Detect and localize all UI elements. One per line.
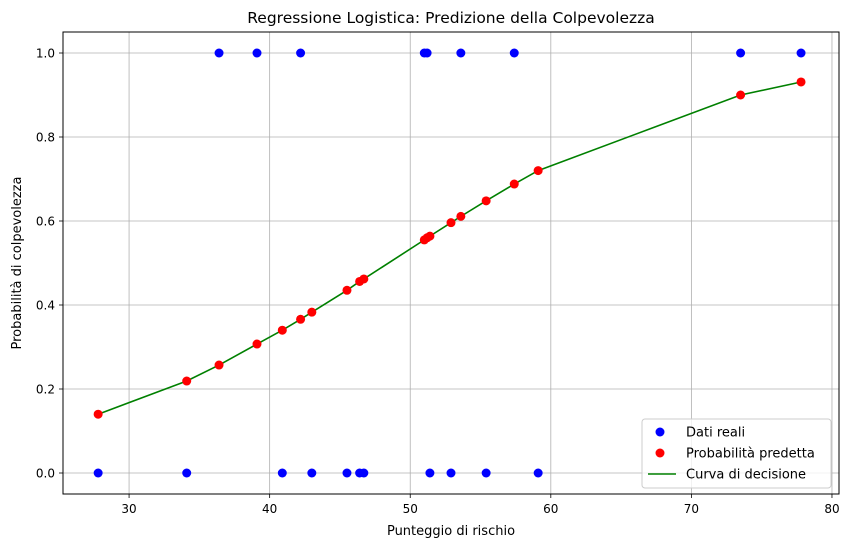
probabilita-predetta-point	[481, 196, 491, 206]
probabilita-predetta-point	[93, 409, 103, 419]
y-tick-label: 0.2	[36, 383, 55, 397]
series-layer	[93, 48, 806, 478]
probabilita-predetta-point	[533, 166, 543, 176]
x-axis: 30 40 50 60 70 80	[121, 494, 840, 516]
y-tick-label: 0.0	[36, 467, 55, 481]
plot-frame	[62, 31, 840, 495]
probabilita-predetta-point	[425, 231, 435, 241]
y-tick-label: 0.6	[36, 215, 55, 229]
x-tick-label: 60	[543, 502, 558, 516]
dati-reali-point	[509, 48, 519, 58]
dati-reali-point	[425, 468, 435, 478]
probabilita-predetta-point	[446, 218, 456, 228]
dati-reali-point	[182, 468, 192, 478]
probabilita-predetta-point	[359, 274, 369, 284]
y-axis-label: Probabilità di colpevolezza	[10, 177, 25, 350]
x-axis-label: Punteggio di rischio	[387, 524, 515, 539]
probabilita-predetta-point	[456, 211, 466, 221]
legend-label-curva-di-decisione: Curva di decisione	[686, 468, 806, 483]
y-tick-label: 0.4	[36, 299, 55, 313]
dati-reali-point	[422, 48, 432, 58]
curva-di-decisione-line	[97, 81, 802, 415]
dati-reali-point	[481, 468, 491, 478]
y-axis: 0.0 0.2 0.4 0.6 0.8 1.0	[36, 47, 63, 481]
dati-reali-point	[277, 468, 287, 478]
probabilita-predetta-point	[736, 90, 746, 100]
legend-box	[641, 418, 832, 489]
probabilita-predetta-point	[342, 285, 352, 295]
dati-reali-point	[736, 48, 746, 58]
chart-title: Regressione Logistica: Predizione della …	[247, 9, 655, 27]
x-tick-label: 50	[403, 502, 418, 516]
dati-reali-point	[456, 48, 466, 58]
probabilita-predetta-point	[796, 77, 806, 87]
legend: Dati reali Probabilità predetta Curva di…	[641, 418, 832, 489]
y-tick-label: 1.0	[36, 47, 55, 61]
dati-reali-point	[359, 468, 369, 478]
y-tick-label: 0.8	[36, 131, 55, 145]
x-tick-label: 80	[824, 502, 839, 516]
dati-reali-point	[446, 468, 456, 478]
dati-reali-point	[307, 468, 317, 478]
dati-reali-point	[93, 468, 103, 478]
probabilita-predetta-point	[307, 307, 317, 317]
dati-reali-point	[342, 468, 352, 478]
x-tick-label: 40	[262, 502, 277, 516]
dati-reali-point	[252, 48, 262, 58]
dati-reali-point	[214, 48, 224, 58]
legend-label-dati-reali: Dati reali	[686, 426, 745, 441]
probabilita-predetta-point	[509, 179, 519, 189]
probabilita-predetta-point	[182, 376, 192, 386]
x-tick-label: 70	[684, 502, 699, 516]
legend-label-probabilita-predetta: Probabilità predetta	[686, 447, 815, 462]
legend-marker-probabilita-predetta	[655, 448, 665, 458]
x-tick-label: 30	[121, 502, 136, 516]
dati-reali-point	[296, 48, 306, 58]
dati-reali-point	[796, 48, 806, 58]
probabilita-predetta-point	[252, 339, 262, 349]
probabilita-predetta-point	[277, 325, 287, 335]
dati-reali-point	[533, 468, 543, 478]
legend-marker-dati-reali	[655, 427, 665, 437]
plot-background	[63, 32, 839, 494]
probabilita-predetta-point	[296, 314, 306, 324]
probabilita-predetta-point	[214, 360, 224, 370]
